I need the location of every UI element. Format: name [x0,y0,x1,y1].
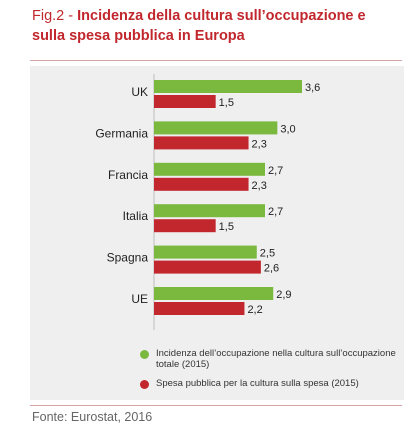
figure-title: Incidenza della cultura sull’occupazione… [32,8,366,44]
data-label: 2,2 [247,304,262,316]
title-divider [30,60,402,61]
category-label: Spagna [107,251,149,265]
legend-label-employment: Incidenza dell’occupazione nella cultura… [156,348,396,370]
legend-swatch-green [140,350,149,359]
bar-spending [154,260,261,274]
category-label: UK [131,85,148,99]
data-label: 3,6 [305,82,320,94]
legend-item-spending: Spesa pubblica per la cultura sulla spes… [140,378,400,389]
legend-item-employment: Incidenza dell’occupazione nella cultura… [140,348,400,370]
data-label: 2,5 [260,248,275,260]
bar-spending [154,177,249,191]
data-label: 2,3 [252,138,267,150]
data-label: 2,3 [252,180,267,192]
figure-number: Fig.2 - [32,8,78,24]
category-label: Germania [95,126,148,140]
data-label: 2,7 [268,165,283,177]
chart-legend: Incidenza dell’occupazione nella cultura… [140,348,400,397]
bar-employment [154,245,257,259]
bar-employment [154,80,302,93]
bar-spending [154,302,245,315]
bar-employment [154,204,265,218]
data-label: 2,6 [264,263,279,275]
bar-spending [154,136,249,150]
chart-title: Fig.2 - Incidenza della cultura sull’occ… [32,6,402,46]
data-label: 3,0 [280,123,295,135]
bar-employment [154,162,265,176]
source-note: Fonte: Eurostat, 2016 [32,410,153,424]
bar-spending [154,95,216,108]
bar-spending [154,219,216,233]
legend-swatch-red [140,380,149,389]
data-label: 2,9 [276,289,291,301]
category-label: Italia [123,209,149,223]
category-label: Francia [108,168,148,182]
data-label: 1,5 [219,97,234,109]
legend-label-spending: Spesa pubblica per la cultura sulla spes… [156,378,359,389]
data-label: 1,5 [219,221,234,233]
category-label: UE [131,292,148,306]
bar-employment [154,121,278,135]
bar-employment [154,287,274,300]
data-label: 2,7 [268,206,283,218]
footer-divider [30,405,402,406]
